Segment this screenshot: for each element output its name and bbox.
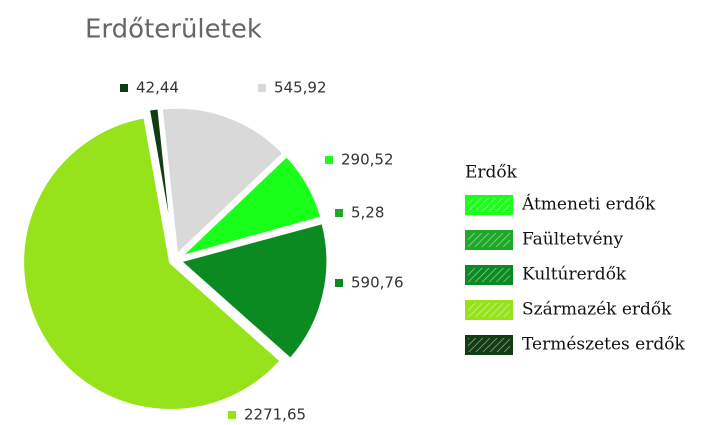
pie-slice	[159, 105, 287, 259]
data-label: 590,76	[351, 274, 404, 292]
legend-title: Erdők	[465, 163, 518, 183]
data-label: 5,28	[351, 204, 384, 222]
legend-swatch-hatch	[468, 338, 510, 352]
data-label: 2271,65	[244, 406, 306, 424]
label-marker	[335, 279, 343, 287]
legend-swatch-hatch	[468, 303, 510, 317]
legend-swatch-hatch	[468, 268, 510, 282]
pie-slice	[21, 114, 284, 412]
legend-label: Átmeneti erdők	[521, 194, 656, 215]
legend-label: Faültetvény	[522, 230, 623, 250]
pie-slice	[176, 220, 330, 362]
label-marker	[120, 84, 128, 92]
legend-swatch-hatch	[468, 198, 510, 212]
chart-title: Erdőterületek	[85, 15, 262, 45]
pie-slice	[179, 216, 325, 261]
legend-label: Származék erdők	[522, 300, 672, 320]
data-label: 545,92	[274, 79, 327, 97]
pie-slice	[146, 106, 176, 256]
label-marker	[258, 84, 266, 92]
legend-label: Kultúrerdők	[522, 265, 627, 285]
data-label: 290,52	[341, 151, 394, 169]
label-marker	[335, 209, 343, 217]
data-label: 42,44	[136, 79, 179, 97]
label-marker	[228, 411, 236, 419]
legend-label: Természetes erdők	[522, 335, 685, 355]
legend-swatch-hatch	[468, 233, 510, 247]
label-marker	[325, 156, 333, 164]
